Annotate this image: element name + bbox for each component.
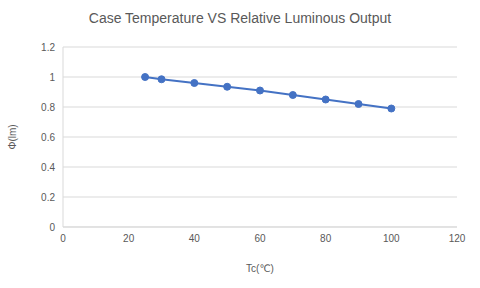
html-text:Case Temperature VS Relative L: Case Temperature VS Relative Luminous Ou… xyxy=(88,10,392,26)
svg-text:1: 1 xyxy=(49,72,55,83)
svg-text:0: 0 xyxy=(49,222,55,233)
svg-text:0.4: 0.4 xyxy=(41,162,55,173)
svg-text:40: 40 xyxy=(189,233,201,244)
svg-text:60: 60 xyxy=(254,233,266,244)
svg-text:20: 20 xyxy=(123,233,135,244)
svg-text:Tc(℃): Tc(℃) xyxy=(246,263,274,274)
svg-text:0.8: 0.8 xyxy=(41,102,55,113)
svg-text:0.2: 0.2 xyxy=(41,192,55,203)
svg-text:120: 120 xyxy=(449,233,466,244)
svg-text:100: 100 xyxy=(383,233,400,244)
svg-text:0: 0 xyxy=(60,233,66,244)
svg-text:Φ(lm): Φ(lm) xyxy=(8,124,18,149)
svg-text:0.6: 0.6 xyxy=(41,132,55,143)
svg-text:80: 80 xyxy=(320,233,332,244)
svg-text:1.2: 1.2 xyxy=(41,42,55,53)
